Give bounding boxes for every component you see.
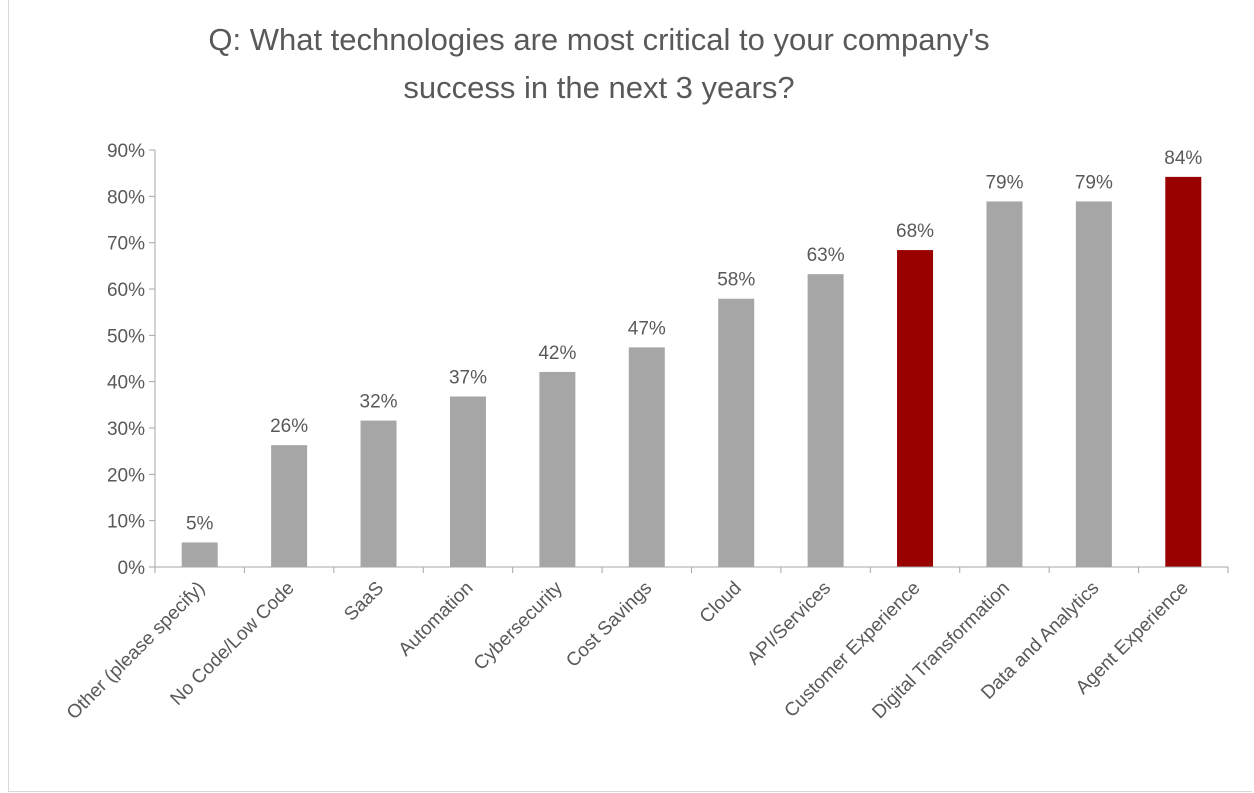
y-tick-label: 0% — [118, 558, 146, 579]
data-labels: 5% 26% 32% 37% 42% 47% 58% 63% 68% 79% 79% 84% — [186, 148, 1202, 535]
data-label: 32% — [360, 392, 398, 413]
y-tick-label: 10% — [107, 512, 145, 533]
y-tick-label: 50% — [107, 326, 145, 347]
bars — [181, 176, 1202, 567]
y-tick-label: 90% — [107, 141, 145, 162]
y-tick-label: 60% — [107, 280, 145, 301]
bar — [986, 201, 1023, 567]
bar — [1075, 201, 1112, 567]
data-label: 84% — [1164, 148, 1202, 169]
x-category-label: Automation — [395, 578, 478, 661]
chart-title: Q: What technologies are most critical t… — [208, 22, 990, 105]
x-axis: Other (please specify)No Code/Low Code Sa… — [63, 566, 1229, 724]
bar — [271, 445, 308, 567]
data-label: 42% — [538, 343, 576, 364]
data-label: 58% — [717, 270, 755, 291]
bar — [1165, 176, 1202, 567]
chart-frame: Q: What technologies are most critical t… — [8, 0, 1252, 792]
x-category-label: API/Services — [743, 578, 835, 670]
y-tick-label: 20% — [107, 465, 145, 486]
x-category-label: Cloud — [696, 578, 746, 628]
bar — [360, 420, 397, 567]
data-label: 79% — [1075, 172, 1113, 193]
x-category-label: Cost Savings — [562, 578, 656, 672]
y-tick-label: 30% — [107, 419, 145, 440]
bar — [807, 274, 844, 567]
data-label: 68% — [896, 221, 934, 242]
y-tick-label: 80% — [107, 187, 145, 208]
y-axis: 0% 10% 20% 30% 40% 50% 60% 70% 80% 90% — [107, 141, 156, 579]
x-category-label: SaaS — [340, 578, 388, 626]
y-tick-label: 40% — [107, 373, 145, 394]
bar — [628, 347, 665, 567]
bar — [897, 250, 934, 567]
y-tick-label: 70% — [107, 234, 145, 255]
data-label: 47% — [628, 318, 666, 339]
data-label: 5% — [186, 513, 214, 534]
bar — [718, 298, 755, 567]
bar — [449, 396, 486, 567]
data-label: 63% — [807, 245, 845, 266]
data-label: 26% — [270, 416, 308, 437]
bar — [539, 371, 576, 567]
x-category-label: Cybersecurity — [470, 577, 567, 674]
bar — [181, 542, 218, 567]
data-label: 79% — [985, 172, 1023, 193]
data-label: 37% — [449, 367, 487, 388]
